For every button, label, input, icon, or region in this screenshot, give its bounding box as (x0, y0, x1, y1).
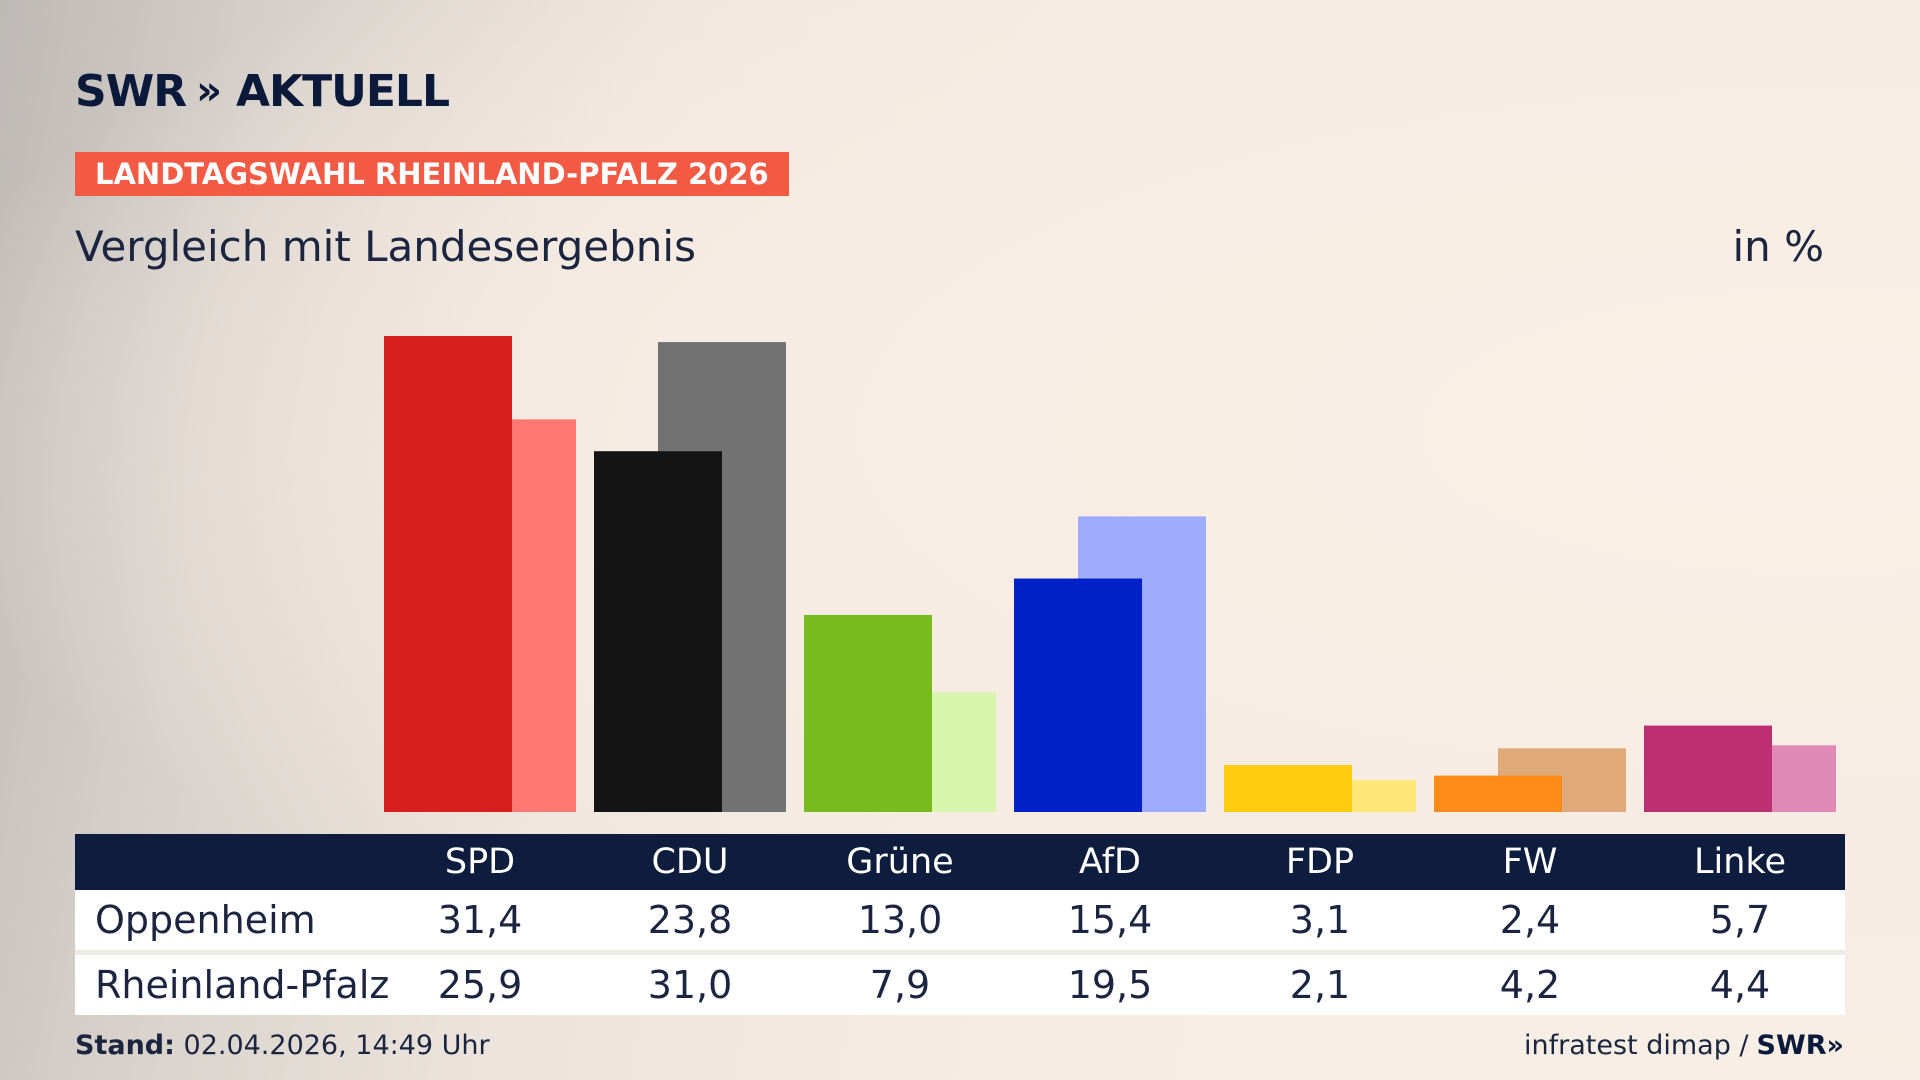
header-cell: CDU (651, 842, 729, 882)
header-cell: AfD (1079, 842, 1141, 882)
results-table: SPD CDU Grüne AfD FDP FW Linke Oppenheim… (75, 834, 1845, 1015)
table-cell: 7,9 (869, 963, 931, 1007)
row-label: Oppenheim (95, 898, 316, 942)
header-cell: Linke (1694, 842, 1786, 882)
table-cell: 15,4 (1067, 898, 1153, 942)
stand-label: Stand: (75, 1030, 175, 1061)
source-info: infratest dimap / SWR» (1524, 1030, 1844, 1061)
chart-subtitle: Vergleich mit Landesergebnis (75, 222, 696, 271)
election-tag: LANDTAGSWAHL RHEINLAND-PFALZ 2026 (75, 152, 789, 196)
stand-info: Stand: 02.04.2026, 14:49 Uhr (75, 1030, 490, 1061)
logo-text: SWR (75, 65, 187, 117)
table-row: Oppenheim 31,4 23,8 13,0 15,4 3,1 2,4 5,… (75, 890, 1845, 955)
table-cell: 5,7 (1709, 898, 1771, 942)
table-cell: 19,5 (1067, 963, 1153, 1007)
logo-sub: AKTUELL (235, 65, 450, 117)
table-cell: 3,1 (1289, 898, 1351, 942)
source-text: infratest dimap / (1524, 1030, 1749, 1061)
bar-fdp-oppenheim (1224, 765, 1352, 812)
bar-cdu-oppenheim (594, 451, 722, 812)
table-cell: 4,2 (1499, 963, 1561, 1007)
header-cell: SPD (444, 842, 516, 882)
table-cell: 25,9 (437, 963, 523, 1007)
swr-aktuell-logo: SWR » AKTUELL (75, 65, 450, 117)
table-cell: 2,4 (1499, 898, 1561, 942)
table-row: Rheinland-Pfalz 25,9 31,0 7,9 19,5 2,1 4… (75, 955, 1845, 1015)
swr-brand: SWR» (1756, 1030, 1844, 1061)
table-cell: 13,0 (857, 898, 943, 942)
table-cell: 31,0 (647, 963, 733, 1007)
row-label: Rheinland-Pfalz (95, 963, 390, 1007)
table-cell: 2,1 (1289, 963, 1351, 1007)
bar-chart (384, 336, 1836, 812)
header-cell: FW (1502, 842, 1558, 882)
bar-afd-oppenheim (1014, 578, 1142, 812)
bar-linke-oppenheim (1644, 725, 1772, 812)
stand-value: 02.04.2026, 14:49 Uhr (183, 1030, 490, 1061)
bar-spd-oppenheim (384, 336, 512, 812)
table-cell: 4,4 (1709, 963, 1771, 1007)
table-cell: 23,8 (647, 898, 733, 942)
table-header: SPD CDU Grüne AfD FDP FW Linke (75, 834, 1845, 890)
bar-fw-oppenheim (1434, 775, 1562, 812)
unit-label: in % (1732, 222, 1824, 271)
header-cell: FDP (1285, 842, 1355, 882)
bar-grne-oppenheim (804, 614, 932, 812)
header-cell: Grüne (846, 842, 954, 882)
table-cell: 31,4 (437, 898, 523, 942)
